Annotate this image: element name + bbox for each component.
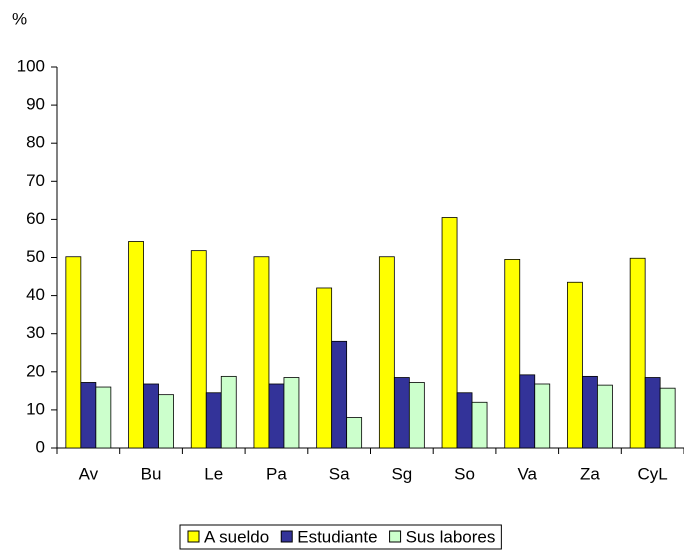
bar — [534, 383, 551, 449]
bar — [567, 281, 583, 449]
bar — [253, 256, 270, 449]
bar — [220, 375, 237, 449]
y-axis-label: % — [12, 9, 27, 28]
legend-swatch — [280, 530, 293, 543]
legend-label: Sus labores — [406, 527, 496, 546]
y-tick-label: 90 — [26, 95, 45, 114]
y-tick-label: 20 — [26, 361, 45, 380]
legend-swatch — [389, 530, 402, 543]
x-tick-label: Va — [517, 464, 537, 483]
bar — [80, 382, 97, 449]
bar — [519, 374, 536, 449]
bar — [283, 377, 300, 449]
x-tick-label: Av — [79, 464, 99, 483]
legend-box — [179, 524, 502, 550]
y-tick-label: 30 — [26, 323, 45, 342]
bar — [268, 383, 285, 449]
bar — [456, 392, 473, 449]
bar — [441, 217, 458, 449]
y-tick-label: 70 — [26, 171, 45, 190]
bar — [143, 383, 159, 449]
legend-label: A sueldo — [204, 527, 269, 546]
bar — [659, 387, 676, 449]
y-tick-label: 40 — [26, 285, 45, 304]
y-tick-label: 10 — [26, 399, 45, 418]
bar — [504, 259, 521, 449]
bar — [205, 392, 222, 449]
bar — [346, 417, 363, 449]
bar — [331, 340, 348, 449]
x-tick-label: Za — [580, 464, 600, 483]
bar — [408, 382, 425, 449]
x-tick-label: Sa — [329, 464, 350, 483]
bar — [95, 386, 112, 449]
bar — [582, 375, 598, 449]
bar — [471, 401, 488, 449]
y-tick-label: 100 — [17, 56, 45, 75]
legend-swatch — [187, 530, 200, 543]
x-tick-label: Le — [204, 464, 223, 483]
legend-label: Estudiante — [297, 527, 377, 546]
y-tick-label: 80 — [26, 133, 45, 152]
x-tick-label: CyL — [638, 464, 668, 483]
y-tick-label: 0 — [36, 437, 45, 456]
x-tick-label: So — [454, 464, 475, 483]
bar — [65, 256, 82, 449]
y-tick-label: 50 — [26, 247, 45, 266]
bar — [378, 256, 395, 449]
bar — [158, 394, 174, 449]
x-tick-label: Bu — [141, 464, 162, 483]
x-tick-label: Sg — [391, 464, 412, 483]
bar — [190, 250, 207, 449]
bar — [629, 257, 646, 449]
bar — [393, 377, 410, 449]
x-tick-label: Pa — [266, 464, 287, 483]
bar — [316, 287, 333, 449]
bar — [597, 384, 613, 449]
bar — [128, 241, 144, 449]
y-tick-label: 60 — [26, 209, 45, 228]
bar — [644, 377, 661, 449]
